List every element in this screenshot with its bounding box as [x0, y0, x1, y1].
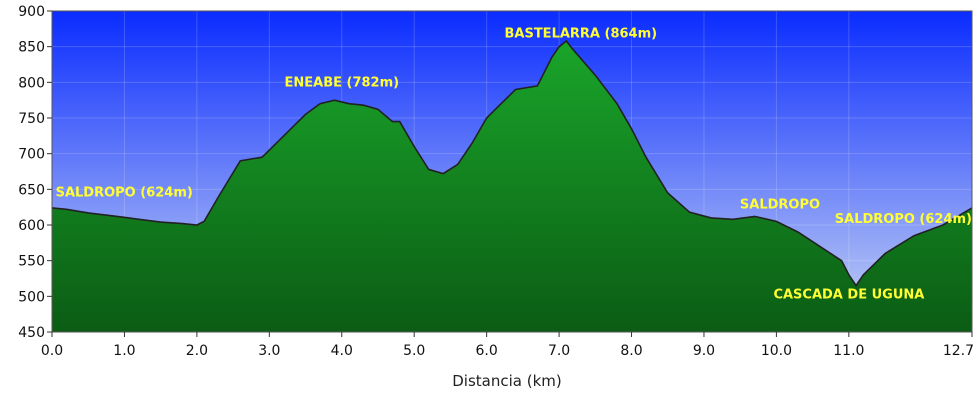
x-tick-label: 12.7	[943, 343, 974, 359]
y-tick-label: 700	[18, 147, 45, 163]
annotation-label: BASTELARRA (864m)	[504, 26, 657, 41]
y-tick-label: 450	[18, 325, 45, 341]
x-tick-label: 11.0	[833, 343, 864, 359]
y-tick-label: 550	[18, 254, 45, 270]
x-tick-label: 6.0	[476, 343, 498, 359]
x-tick-label: 7.0	[548, 343, 570, 359]
annotation-label: SALDROPO	[740, 198, 820, 213]
annotation-label: SALDROPO (624m)	[835, 212, 972, 227]
x-tick-label: 2.0	[186, 343, 208, 359]
annotations: SALDROPO (624m) ENEABE (782m) BASTELARRA (…	[56, 26, 972, 302]
x-tick-label: 8.0	[620, 343, 642, 359]
elevation-area	[52, 41, 972, 332]
annotation-label: SALDROPO (624m)	[56, 186, 193, 201]
x-tick-label: 4.0	[331, 343, 353, 359]
x-tick-label: 0.0	[41, 343, 63, 359]
x-tick-label: 3.0	[258, 343, 280, 359]
y-tick-label: 600	[18, 218, 45, 234]
annotation-label: CASCADA DE UGUNA	[773, 288, 924, 303]
x-tick-label: 9.0	[693, 343, 715, 359]
x-axis: 0.0 1.0 2.0 3.0 4.0 5.0 6.0 7.0 8.0 9.0 10.0 11.0 12…	[41, 332, 974, 359]
y-tick-label: 850	[18, 40, 45, 56]
y-tick-label: 900	[18, 4, 45, 20]
x-tick-label: 10.0	[761, 343, 792, 359]
y-axis: 450 500 550 600 650 700 750 800 850 900	[18, 4, 52, 341]
plot-frame	[51, 10, 973, 333]
y-tick-label: 750	[18, 111, 45, 127]
annotation-label: ENEABE (782m)	[285, 76, 400, 91]
x-axis-label: Distancia (km)	[452, 372, 562, 390]
y-tick-label: 650	[18, 182, 45, 198]
elevation-line	[51, 39, 973, 288]
y-tick-label: 500	[18, 289, 45, 305]
x-tick-label: 1.0	[113, 343, 135, 359]
y-tick-label: 800	[18, 75, 45, 91]
x-tick-label: 5.0	[403, 343, 425, 359]
